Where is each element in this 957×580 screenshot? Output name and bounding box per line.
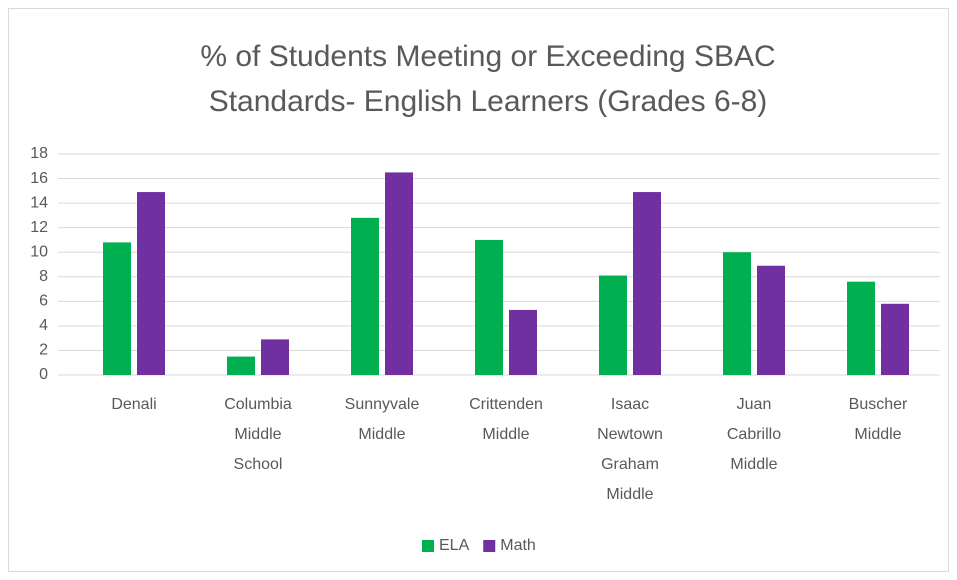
bar <box>881 303 909 375</box>
y-tick-label: 12 <box>30 219 48 236</box>
y-tick-label: 14 <box>30 194 48 211</box>
y-tick-label: 8 <box>39 268 48 285</box>
bar <box>261 339 289 375</box>
y-tick-label: 10 <box>30 243 48 260</box>
bar <box>385 172 413 375</box>
y-tick-label: 16 <box>30 170 48 187</box>
x-tick-label: Buscher Middle <box>848 396 908 443</box>
bar <box>475 239 503 375</box>
bar <box>227 356 255 375</box>
y-tick-label: 0 <box>39 366 48 383</box>
bar <box>757 265 785 375</box>
x-tick-label: Columbia Middle School <box>224 396 292 473</box>
x-tick-label: Juan Cabrillo Middle <box>726 396 782 473</box>
y-tick-label: 6 <box>39 293 48 310</box>
x-tick-label: Crittenden Middle <box>469 396 543 443</box>
bar <box>847 281 875 375</box>
legend-swatch <box>422 540 434 552</box>
bar <box>599 275 627 375</box>
bar <box>137 192 165 375</box>
legend-swatch <box>483 540 496 552</box>
bar <box>509 309 537 375</box>
bar <box>633 192 661 375</box>
y-tick-label: 2 <box>39 342 48 359</box>
x-tick-label: Sunnyvale Middle <box>344 396 420 443</box>
legend-label: Math <box>500 537 536 554</box>
legend-label: ELA <box>439 537 470 554</box>
bar <box>103 242 131 375</box>
x-tick-label: Isaac Newtown Graham Middle <box>597 396 663 503</box>
y-tick-label: 18 <box>30 145 48 162</box>
y-tick-label: 4 <box>39 317 48 334</box>
chart-subtitle: Standards- English Learners (Grades 6-8) <box>209 85 768 118</box>
x-tick-label: Denali <box>111 396 157 413</box>
chart-title: % of Students Meeting or Exceeding SBAC <box>200 40 775 73</box>
bar <box>351 217 379 375</box>
bar <box>723 252 751 375</box>
